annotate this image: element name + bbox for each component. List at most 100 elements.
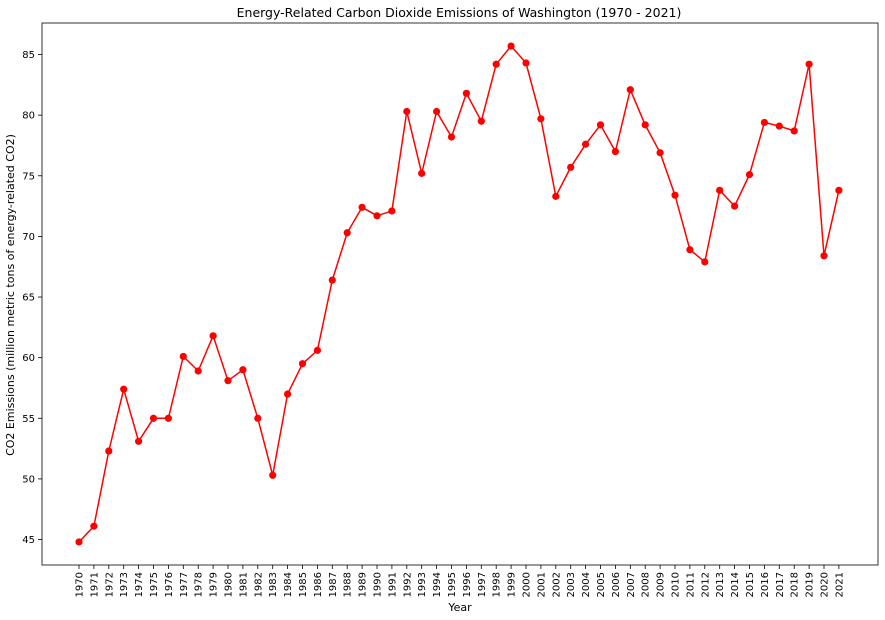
- x-tick-label: 2011: [685, 572, 696, 597]
- data-point-2012: [701, 258, 709, 266]
- data-point-2007: [626, 86, 634, 94]
- data-point-2006: [611, 147, 620, 156]
- data-point-2013: [716, 186, 724, 194]
- data-point-2002: [552, 192, 560, 200]
- x-tick-label: 1986: [313, 572, 324, 597]
- chart-title: Energy-Related Carbon Dioxide Emissions …: [237, 5, 682, 20]
- data-point-1990: [373, 212, 381, 220]
- x-tick-label: 1997: [477, 572, 488, 597]
- x-tick-label: 1992: [402, 572, 413, 597]
- y-axis-label: CO2 Emissions (million metric tons of en…: [4, 134, 17, 456]
- y-tick-label: 65: [22, 293, 35, 304]
- x-tick-label: 1970: [75, 572, 86, 597]
- x-tick-label: 1975: [149, 572, 160, 597]
- data-point-1981: [239, 366, 247, 374]
- x-tick-label: 1998: [492, 572, 503, 597]
- data-point-2019: [805, 60, 813, 68]
- y-tick-label: 55: [22, 414, 35, 425]
- y-tick-label: 60: [22, 353, 35, 364]
- x-tick-label: 1994: [432, 572, 443, 597]
- data-point-1989: [358, 203, 366, 211]
- x-tick-label: 2012: [700, 572, 711, 597]
- x-tick-label: 2001: [536, 572, 547, 597]
- data-point-1973: [120, 385, 128, 393]
- data-point-1985: [298, 360, 307, 368]
- data-point-2011: [686, 246, 694, 254]
- y-tick-label: 70: [22, 232, 35, 243]
- data-point-1971: [90, 522, 98, 530]
- data-point-1991: [388, 207, 396, 215]
- x-tick-label: 1971: [89, 572, 100, 597]
- data-points: [75, 42, 843, 546]
- x-tick-label: 1984: [283, 572, 294, 597]
- y-tick-label: 75: [22, 171, 35, 182]
- data-point-1996: [462, 89, 470, 97]
- data-point-1987: [328, 276, 336, 284]
- x-tick-label: 1989: [358, 572, 369, 597]
- data-point-1995: [447, 133, 456, 141]
- data-point-2017: [775, 122, 783, 130]
- x-tick-label: 1985: [298, 572, 309, 597]
- x-tick-label: 1979: [209, 572, 220, 597]
- x-tick-label: 1982: [253, 572, 264, 597]
- x-tick-label: 2009: [656, 572, 667, 597]
- data-point-1983: [269, 471, 277, 479]
- x-tick-label: 2005: [596, 572, 607, 597]
- x-tick-label: 2004: [581, 572, 592, 597]
- x-tick-label: 2019: [805, 572, 816, 597]
- data-point-2021: [835, 186, 843, 194]
- data-point-2009: [656, 149, 664, 157]
- x-tick-label: 1987: [328, 572, 339, 597]
- data-point-1986: [313, 346, 321, 354]
- series-line-washington: [78, 44, 840, 543]
- x-tick-label: 2008: [641, 572, 652, 597]
- data-point-1974: [135, 437, 143, 445]
- x-tick-label: 1972: [104, 572, 115, 597]
- x-axis-label: Year: [447, 601, 472, 614]
- data-point-1993: [418, 169, 426, 177]
- x-tick-label: 1988: [343, 572, 354, 597]
- data-point-1975: [149, 414, 158, 422]
- y-tick-label: 50: [22, 474, 35, 485]
- x-tick-label: 2006: [611, 572, 622, 597]
- x-tick-label: 1973: [119, 572, 130, 597]
- x-tick-label: 1983: [268, 572, 279, 597]
- x-tick-label: 2017: [775, 572, 786, 597]
- data-point-1997: [477, 117, 485, 125]
- x-tick-label: 1974: [134, 572, 145, 597]
- data-point-2003: [567, 163, 575, 171]
- x-tick-label: 2015: [745, 572, 756, 597]
- data-point-1988: [343, 229, 351, 237]
- x-tick-label: 2003: [566, 572, 577, 597]
- x-axis: 1970 1971 1972 1973 1974 1975 1976 1977 1978 1979…: [75, 565, 845, 597]
- x-tick-label: 1999: [507, 572, 518, 597]
- y-axis: 45 50 55 60 65 70 75 80 85: [22, 50, 42, 546]
- x-tick-label: 2000: [522, 572, 533, 597]
- data-point-2016: [760, 118, 769, 127]
- data-point-1972: [105, 447, 113, 455]
- x-tick-label: 2010: [671, 572, 682, 597]
- data-point-1999: [507, 42, 515, 50]
- x-tick-label: 2014: [730, 572, 741, 597]
- x-tick-label: 2007: [626, 572, 637, 597]
- x-tick-label: 1995: [447, 572, 458, 597]
- data-point-1976: [164, 414, 172, 422]
- data-point-2018: [790, 127, 798, 135]
- data-point-1977: [179, 352, 187, 361]
- data-point-2008: [641, 121, 649, 129]
- x-tick-label: 1996: [462, 572, 473, 597]
- x-tick-label: 1977: [179, 572, 190, 597]
- x-tick-label: 1990: [373, 572, 384, 597]
- x-tick-label: 2013: [715, 572, 726, 597]
- data-point-1982: [254, 414, 262, 422]
- x-tick-label: 2002: [551, 572, 562, 597]
- x-tick-label: 1976: [164, 572, 175, 597]
- data-point-2005: [596, 121, 605, 129]
- data-point-1979: [209, 332, 217, 340]
- x-tick-label: 2020: [820, 572, 831, 597]
- x-tick-label: 2016: [760, 572, 771, 597]
- x-tick-label: 2021: [834, 572, 845, 597]
- x-tick-label: 1981: [238, 572, 249, 597]
- data-point-1992: [403, 107, 411, 116]
